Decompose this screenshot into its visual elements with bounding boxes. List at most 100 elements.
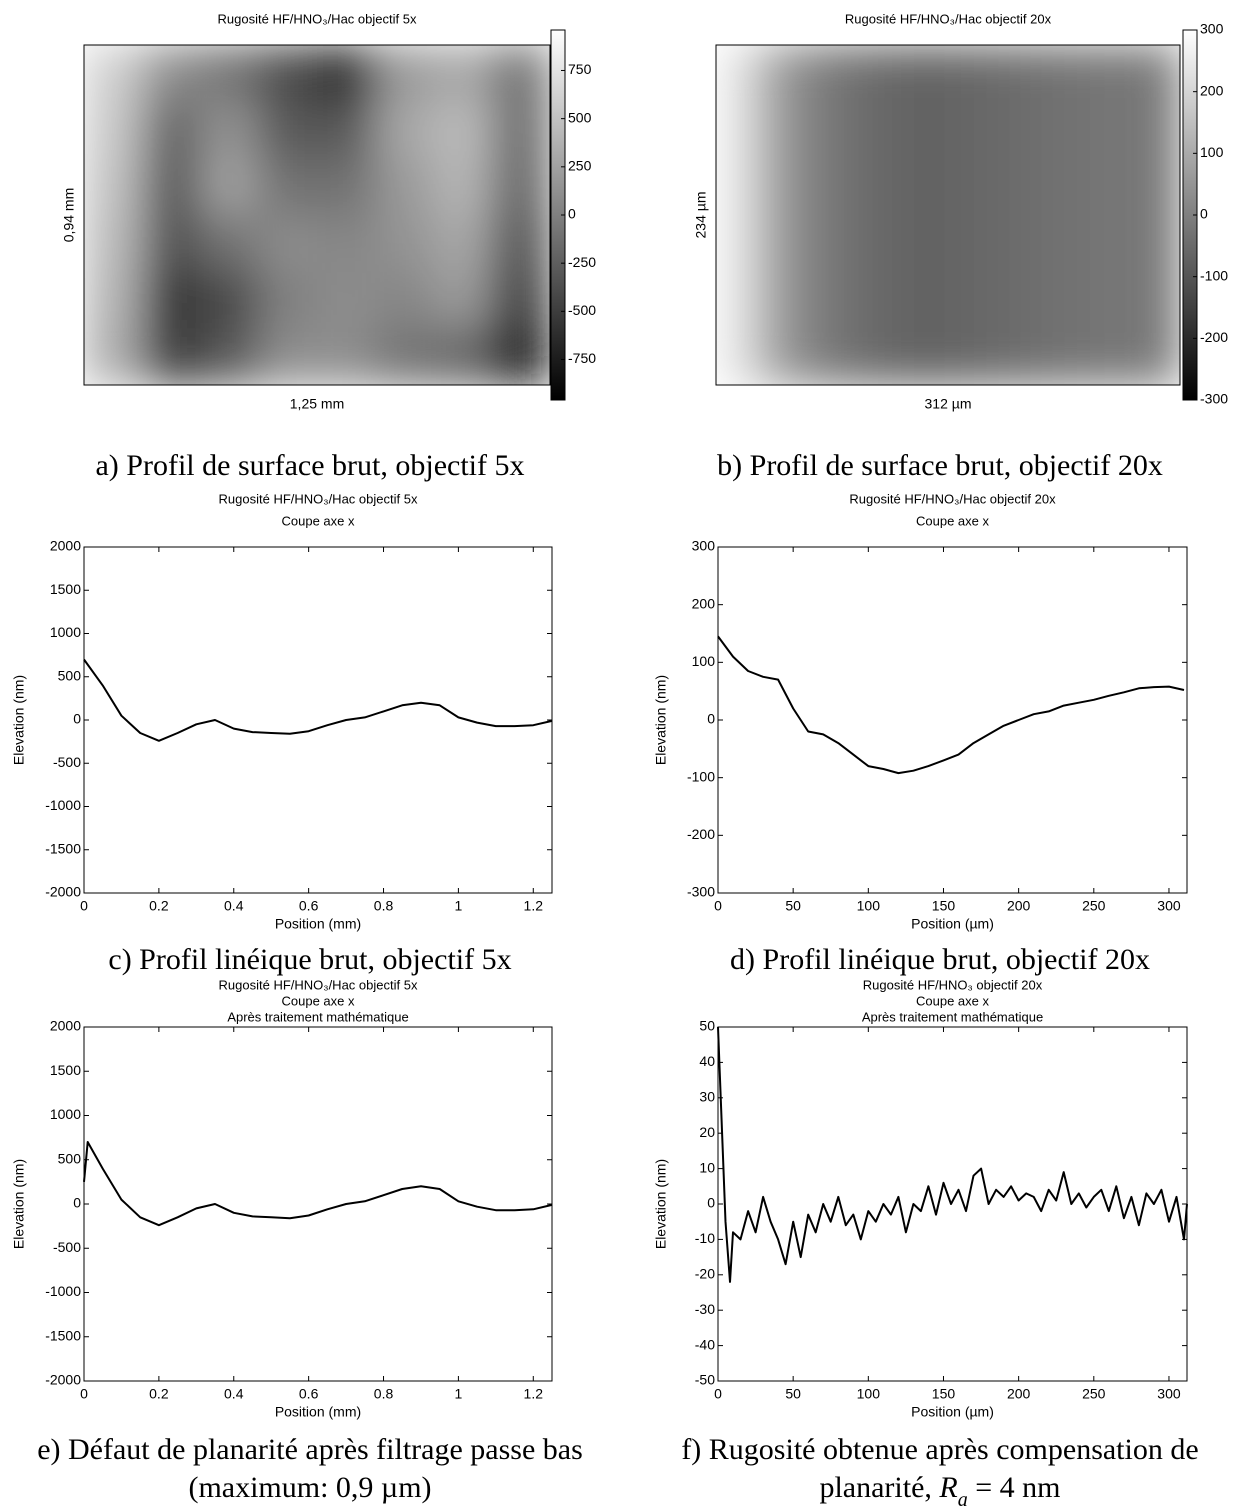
x-tick-label: 1.2 [524, 898, 544, 914]
cell [258, 158, 318, 216]
cell [317, 101, 376, 159]
cell [200, 101, 260, 159]
x-tick-label: 250 [1082, 898, 1106, 914]
chart-title: Coupe axe x [916, 993, 989, 1008]
y-tick-label: 2000 [50, 538, 81, 554]
cell [375, 45, 434, 103]
plot-frame [715, 44, 1181, 386]
x-axis-label: Position (µm) [911, 916, 994, 932]
x-axis-label: Position (µm) [911, 1404, 994, 1420]
cell [433, 45, 493, 103]
colorbar-tick-label: -200 [1200, 329, 1228, 345]
colorbar-tick-label: 250 [568, 158, 592, 174]
y-tick-label: 0 [707, 711, 715, 727]
cell [491, 271, 550, 329]
plot-frame [83, 1026, 553, 1382]
cell [84, 215, 143, 273]
chart-title: Rugosité HF/HNO₃ objectif 20x [863, 977, 1043, 992]
line [83, 658, 553, 742]
y-tick-label: 200 [692, 595, 716, 611]
cell [433, 271, 493, 329]
caption: a) Profil de surface brut, objectif 5x [95, 449, 524, 482]
cell [375, 101, 434, 159]
colorbar-tick-label: -250 [568, 254, 596, 270]
cell [491, 328, 550, 385]
cell [909, 45, 949, 385]
y-tick-label: 50 [699, 1018, 715, 1034]
line [83, 1141, 553, 1227]
cell [433, 215, 493, 273]
cell [142, 158, 201, 216]
y-tick-label: -20 [695, 1266, 715, 1282]
x-tick-label: 0 [80, 898, 88, 914]
cell [375, 271, 434, 329]
cell [491, 45, 550, 103]
x-tick-label: 300 [1157, 898, 1181, 914]
y-tick-label: 1000 [50, 624, 81, 640]
y-tick-label: -200 [687, 826, 715, 842]
cell [84, 271, 143, 329]
cell [1102, 45, 1142, 385]
y-axis-label: Elevation (nm) [653, 675, 669, 765]
x-tick-label: 50 [785, 1386, 801, 1402]
cell [84, 328, 143, 385]
x-tick-label: 150 [932, 898, 956, 914]
caption-run: a [958, 1489, 968, 1506]
caption: e) Défaut de planarité après filtrage pa… [37, 1433, 583, 1466]
image-clip [716, 45, 1180, 385]
x-tick-label: 0 [714, 1386, 722, 1402]
cell [716, 45, 756, 385]
caption-run: = 4 nm [968, 1471, 1061, 1504]
cell [142, 328, 201, 385]
colorbar-tick-label: 0 [1200, 206, 1208, 222]
y-tick-label: -10 [695, 1230, 715, 1246]
chart-title: Rugosité HF/HNO₃/Hac objectif 5x [219, 491, 418, 506]
colorbar-tick-label: 300 [1200, 21, 1224, 37]
colorbar-tick-label: -100 [1200, 267, 1228, 283]
y-tick-label: 20 [699, 1124, 715, 1140]
x-tick-label: 0 [714, 898, 722, 914]
y-axis-label: Elevation (nm) [11, 675, 27, 765]
cell [84, 158, 143, 216]
y-tick-label: 0 [707, 1195, 715, 1211]
x-tick-label: 0 [80, 1386, 88, 1402]
x-tick-label: 1 [455, 898, 463, 914]
cell [317, 45, 376, 103]
cell [317, 215, 376, 273]
y-tick-label: -1500 [45, 1327, 81, 1343]
caption: f) Rugosité obtenue après compensation d… [681, 1433, 1198, 1466]
colorbar-tick-label: -300 [1200, 391, 1228, 407]
cell [375, 158, 434, 216]
cell [142, 215, 201, 273]
caption-run: a) Profil de surface brut, objectif 5x [95, 449, 524, 482]
colorbar-tick-label: -500 [568, 302, 596, 318]
x-tick-label: 100 [857, 898, 881, 914]
y-tick-label: 1000 [50, 1106, 81, 1122]
x-tick-label: 100 [857, 1386, 881, 1402]
cell [832, 45, 872, 385]
x-tick-label: 0.4 [224, 1386, 244, 1402]
caption-run: planarité, [819, 1471, 939, 1504]
x-tick-label: 200 [1007, 1386, 1031, 1402]
y-tick-label: 2000 [50, 1018, 81, 1034]
plot-frame [83, 44, 551, 386]
x-axis-label: 312 µm [925, 396, 972, 412]
cell [793, 45, 833, 385]
cell [200, 45, 260, 103]
y-tick-label: 1500 [50, 581, 81, 597]
caption-run: (maximum: 0,9 µm) [188, 1471, 431, 1504]
chart-title: Coupe axe x [916, 513, 989, 528]
y-tick-label: -500 [53, 754, 81, 770]
caption: planarité, Ra = 4 nm [819, 1471, 1060, 1506]
y-tick-label: -30 [695, 1301, 715, 1317]
line [717, 635, 1185, 775]
y-axis-label: Elevation (nm) [653, 1159, 669, 1249]
chart-title: Après traitement mathématique [227, 1009, 408, 1024]
x-tick-label: 0.8 [374, 1386, 394, 1402]
cell [491, 215, 550, 273]
y-axis-label: 234 µm [693, 192, 709, 239]
colorbar-tick-label: 200 [1200, 82, 1224, 98]
colorbar-tick-label: 0 [568, 206, 576, 222]
chart-title: Coupe axe x [282, 513, 355, 528]
y-tick-label: -1000 [45, 1283, 81, 1299]
